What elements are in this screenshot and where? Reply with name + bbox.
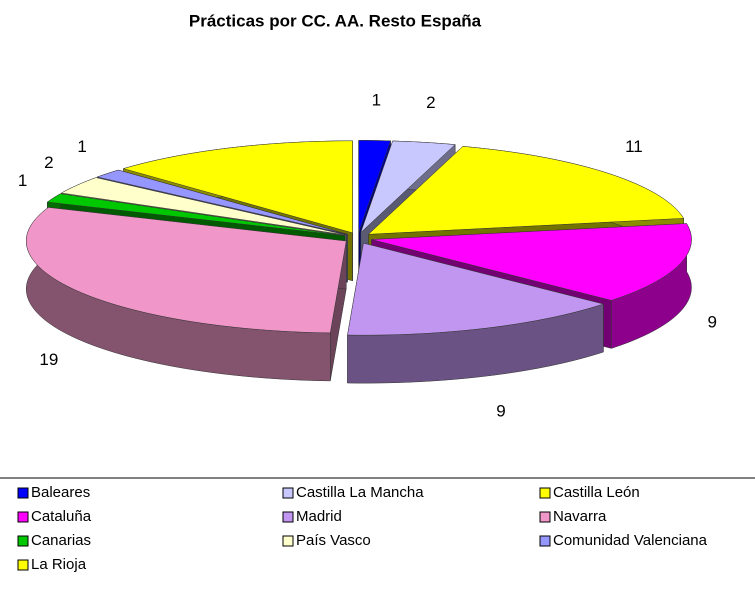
data-label: 19	[39, 350, 58, 369]
slice-top	[96, 169, 348, 235]
legend-swatch	[282, 487, 294, 499]
legend-swatch	[539, 535, 551, 547]
legend-label: País Vasco	[296, 532, 371, 549]
legend-label: Canarias	[31, 532, 91, 549]
legend-label: Castilla La Mancha	[296, 484, 424, 501]
slice-top	[347, 242, 605, 336]
legend-label: Castilla León	[553, 484, 640, 501]
legend-swatch	[17, 559, 29, 571]
slice-top	[25, 207, 347, 334]
data-label: 9	[496, 402, 505, 421]
legend-swatch	[282, 535, 294, 547]
slice-top	[46, 193, 346, 236]
legend-swatch	[539, 511, 551, 523]
data-label: 1	[372, 91, 381, 110]
data-label: 11	[625, 137, 643, 156]
legend-swatch	[17, 511, 29, 523]
legend-swatch	[539, 487, 551, 499]
slice-top	[360, 140, 456, 233]
slice-top	[60, 177, 347, 236]
legend-label: Cataluña	[31, 508, 92, 525]
slice-top	[358, 140, 391, 233]
legend-swatch	[282, 511, 294, 523]
data-label: 1	[18, 171, 27, 190]
legend-label: Navarra	[553, 508, 607, 525]
legend-swatch	[17, 535, 29, 547]
slice-top	[122, 140, 353, 234]
slice-top	[371, 223, 692, 301]
legend-label: Comunidad Valenciana	[553, 532, 708, 549]
slice	[25, 206, 347, 382]
slice-top	[367, 146, 685, 235]
legend-label: Madrid	[296, 508, 342, 525]
chart-title: Prácticas por CC. AA. Resto España	[189, 11, 482, 30]
data-label: 2	[426, 93, 435, 112]
legend-swatch	[17, 487, 29, 499]
legend-label: La Rioja	[31, 556, 87, 573]
data-label: 1	[77, 137, 86, 156]
data-label: 2	[44, 153, 53, 172]
slice	[347, 242, 605, 384]
data-label: 9	[708, 313, 717, 332]
legend-label: Baleares	[31, 484, 90, 501]
